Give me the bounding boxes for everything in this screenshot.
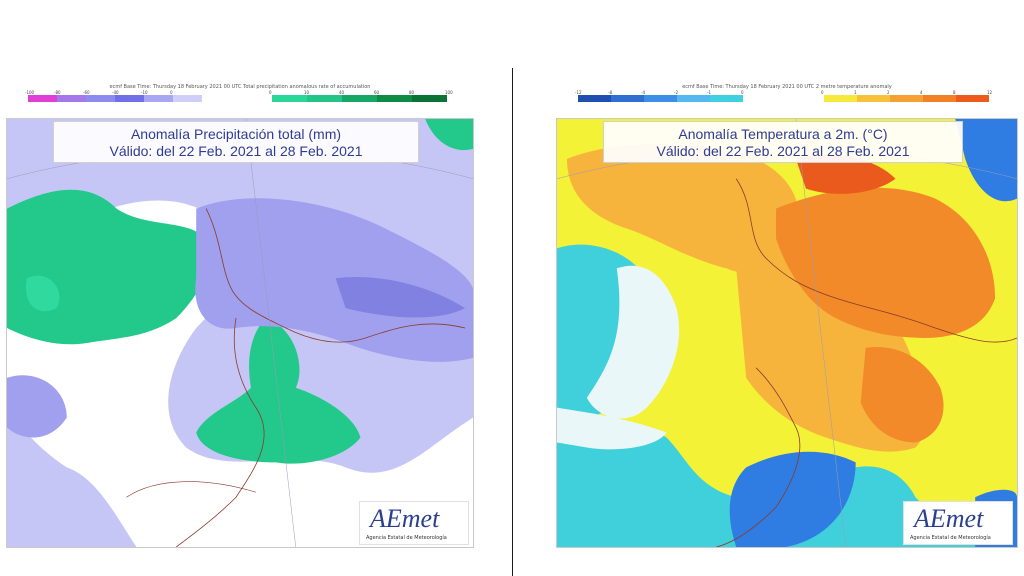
precipitation-positive-legend-tick: 40 xyxy=(339,90,345,95)
precipitation-title-box: Anomalía Precipitación total (mm) Válido… xyxy=(53,121,419,163)
temperature-positive-legend-tick: 0 xyxy=(821,90,824,95)
precip-positive-patch xyxy=(25,275,60,312)
temp-blue-africa xyxy=(729,451,856,547)
precipitation-positive-legend-tick: 10 xyxy=(304,90,310,95)
temperature-negative-legend-tick: 0 xyxy=(741,90,744,95)
precip-positive-africa xyxy=(196,318,361,464)
temperature-negative-legend-swatch: -1 xyxy=(707,90,743,102)
temperature-positive-legend-tick: 8 xyxy=(953,90,956,95)
precip-negative-west xyxy=(7,375,67,438)
aemet-logo-subtitle-right: Agencia Estatal de Meteorología xyxy=(910,535,991,541)
temperature-panel: ecmf Base Time: Thursday 18 February 202… xyxy=(556,84,1018,548)
temperature-positive-legend-tick: 12 xyxy=(987,90,993,95)
precip-contour xyxy=(126,481,257,498)
precipitation-map-canvas xyxy=(7,119,473,547)
temp-light-zone xyxy=(586,265,680,419)
temperature-title: Anomalía Temperatura a 2m. (°C) xyxy=(678,126,888,142)
panel-divider xyxy=(512,68,513,576)
precipitation-positive-legend-tick: 100 xyxy=(445,90,453,95)
temperature-legend-negative: -12 -8 -4 -2 -1 0 xyxy=(575,90,746,102)
temp-orange-core xyxy=(776,187,996,338)
precipitation-positive-legend-swatch: 60 xyxy=(374,90,412,102)
precip-negative-europe xyxy=(195,198,473,362)
precipitation-negative-legend-swatch: -40 xyxy=(112,90,144,102)
precipitation-positive-legend-swatch: 40 xyxy=(339,90,377,102)
precipitation-positive-legend-tick: 60 xyxy=(374,90,380,95)
temperature-negative-legend-tick: -1 xyxy=(707,90,711,95)
temperature-positive-legend-swatch: 8 xyxy=(953,90,989,102)
aemet-logo-word-right: AEmet xyxy=(914,504,984,533)
precipitation-legend-positive: 0 10 40 60 80 100 xyxy=(269,90,455,102)
temperature-positive-legend-swatch: 0 xyxy=(821,90,857,102)
temperature-subtitle: Válido: del 22 Feb. 2021 al 28 Feb. 2021 xyxy=(656,143,910,159)
aemet-logo-subtitle: Agencia Estatal de Meteorología xyxy=(366,535,447,541)
precip-strong-negative xyxy=(335,277,466,318)
precipitation-negative-legend-swatch: -60 xyxy=(83,90,115,102)
temperature-negative-legend-tick: -12 xyxy=(575,90,582,95)
temp-cyan-south xyxy=(557,417,1017,547)
temperature-title-box: Anomalía Temperatura a 2m. (°C) Válido: … xyxy=(603,121,963,163)
precipitation-positive-legend-swatch: 0 xyxy=(269,90,307,102)
temp-graticule-meridian xyxy=(795,119,846,547)
temperature-positive-legend-swatch: 4 xyxy=(920,90,956,102)
temperature-map-canvas xyxy=(557,119,1017,547)
precipitation-negative-legend-tick: -100 xyxy=(25,90,35,95)
precipitation-title: Anomalía Precipitación total (mm) xyxy=(130,126,342,142)
temp-red-north xyxy=(795,154,896,194)
precipitation-negative-legend-tick: -80 xyxy=(54,90,61,95)
precip-positive-arctic xyxy=(425,119,473,151)
aemet-logo-right: AEmet Agencia Estatal de Meteorología xyxy=(903,501,1013,545)
precipitation-positive-legend-swatch: 10 xyxy=(304,90,342,102)
temp-light-zone-south xyxy=(557,407,667,450)
temperature-negative-legend-swatch: -2 xyxy=(674,90,710,102)
temp-coastline-africa xyxy=(716,367,801,547)
temp-coastline xyxy=(735,178,1017,343)
temperature-negative-legend-swatch: -4 xyxy=(641,90,677,102)
temp-light-orange-north xyxy=(566,143,800,273)
aemet-logo-word: AEmet xyxy=(370,504,440,533)
temperature-map: Anomalía Temperatura a 2m. (°C) Válido: … xyxy=(556,118,1018,548)
precipitation-positive-legend-tick: 80 xyxy=(409,90,415,95)
precipitation-negative-legend-swatch: -100 xyxy=(25,90,57,102)
precipitation-subtitle: Válido: del 22 Feb. 2021 al 28 Feb. 2021 xyxy=(109,143,363,159)
temperature-negative-legend-tick: -2 xyxy=(674,90,678,95)
aemet-logo: AEmet Agencia Estatal de Meteorología xyxy=(359,501,469,545)
precipitation-legend-negative: -100 -80 -60 -40 -10 0 xyxy=(25,90,202,102)
precip-coastline-africa xyxy=(176,318,265,547)
precipitation-positive-legend-swatch: 80 xyxy=(409,90,447,102)
precipitation-negative-legend-swatch: -80 xyxy=(54,90,86,102)
temperature-positive-legend-swatch: 2 xyxy=(887,90,923,102)
temperature-positive-legend-tick: 4 xyxy=(920,90,923,95)
temperature-negative-legend-swatch: -8 xyxy=(608,90,644,102)
precipitation-map: Anomalía Precipitación total (mm) Válido… xyxy=(6,118,474,548)
precip-graticule-meridian xyxy=(245,119,297,547)
precipitation-negative-legend-tick: 0 xyxy=(170,90,173,95)
precipitation-negative-legend-swatch: 0 xyxy=(170,90,202,102)
temperature-positive-legend-tick: 2 xyxy=(887,90,890,95)
precipitation-legend: -100 -80 -60 -40 -10 0 0 10 40 60 80 100 xyxy=(6,90,474,103)
precipitation-legend-caption: ecmf Base Time: Thursday 18 February 202… xyxy=(109,84,371,90)
temperature-legend: -12 -8 -4 -2 -1 0 0 1 2 4 8 12 xyxy=(556,90,1018,103)
temperature-negative-legend-tick: -8 xyxy=(608,90,612,95)
temperature-negative-legend-swatch: -12 xyxy=(575,90,611,102)
temp-blue-north xyxy=(955,119,1017,202)
temperature-legend-positive: 0 1 2 4 8 12 xyxy=(821,90,994,102)
temperature-positive-legend-tick: 1 xyxy=(854,90,857,95)
precipitation-negative-legend-tick: -10 xyxy=(141,90,148,95)
temperature-legend-caption: ecmf Base Time: Thursday 18 February 202… xyxy=(682,84,892,90)
precipitation-negative-legend-tick: -60 xyxy=(83,90,90,95)
precipitation-negative-legend-tick: -40 xyxy=(112,90,119,95)
temperature-positive-legend-swatch: 1 xyxy=(854,90,890,102)
precip-coastline xyxy=(205,208,466,343)
precipitation-negative-legend-swatch: -10 xyxy=(141,90,173,102)
temp-orange-south xyxy=(860,346,944,443)
precipitation-positive-legend-tick: 0 xyxy=(269,90,272,95)
precipitation-panel: ecmf Base Time: Thursday 18 February 202… xyxy=(6,84,474,548)
temperature-negative-legend-tick: -4 xyxy=(641,90,645,95)
